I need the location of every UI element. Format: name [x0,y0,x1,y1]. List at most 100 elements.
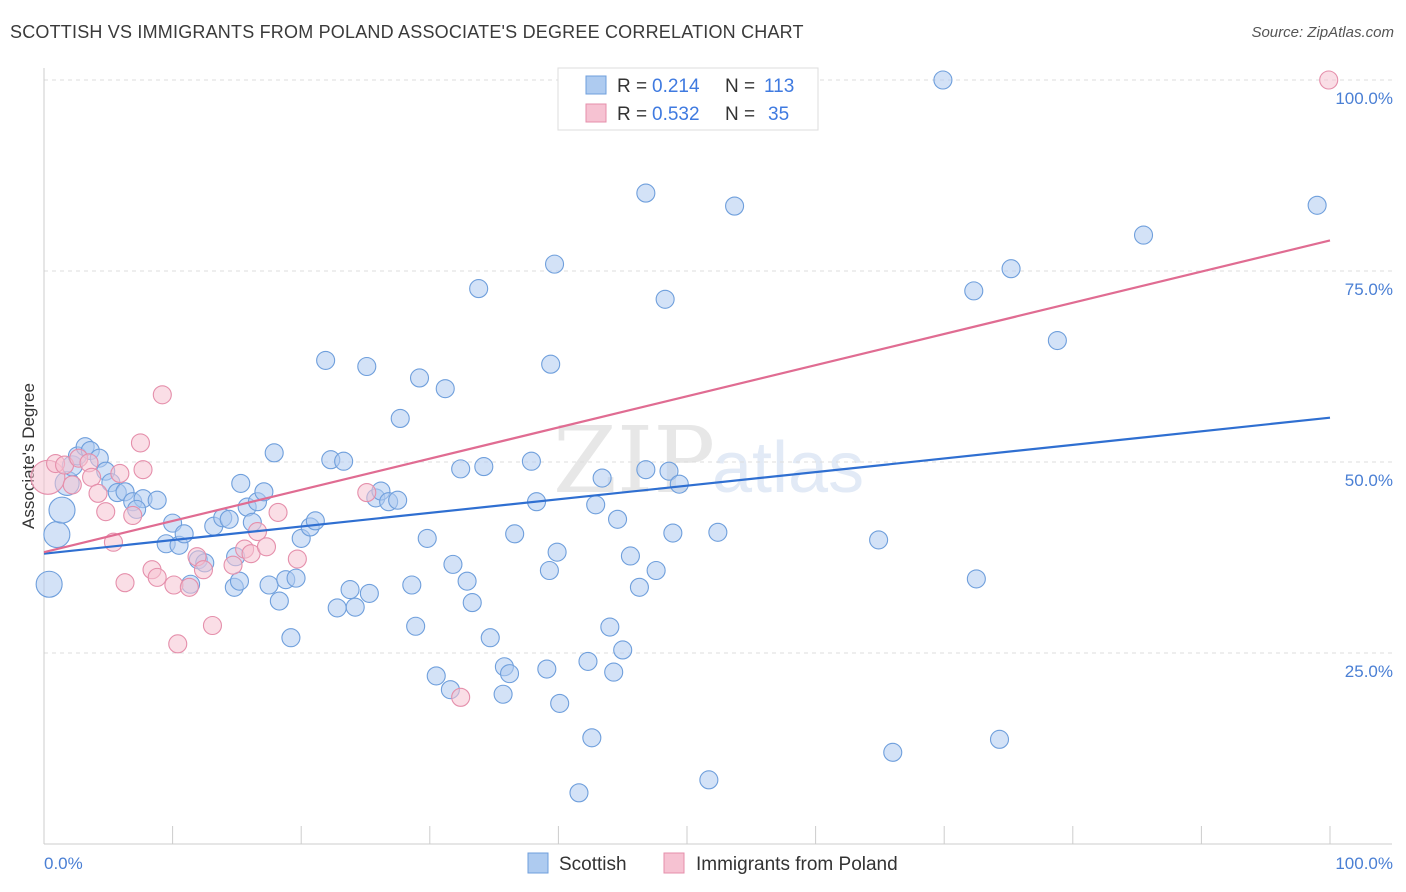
scottish-point-87 [592,468,612,488]
scottish-point-94 [636,460,656,480]
scottish-trend-line [43,416,1331,555]
scottish-point-109 [966,569,986,589]
scottish-point-91 [613,640,633,660]
legend-poland-swatch [663,852,685,874]
scottish-point-0 [35,570,63,598]
axes [43,68,1392,845]
scottish-point-34 [254,482,274,502]
poland-point-28 [256,537,277,557]
scottish-point-67 [462,593,482,613]
scottish-point-88 [600,617,620,637]
scottish-point-74 [505,524,525,544]
poland-point-20 [179,577,199,597]
scottish-point-60 [417,528,437,548]
scottish-point-57 [402,575,422,595]
y-tick-label-75: 75.0% [1345,280,1393,299]
y-tick-label-50: 50.0% [1345,471,1393,490]
y-axis-label: Associate's Degree [19,383,38,529]
poland-point-13 [130,433,150,453]
scottish-point-102 [708,522,728,542]
scottish-point-15 [147,490,167,510]
scottish-point-46 [327,598,347,618]
scottish-point-90 [608,509,628,529]
scottish-point-37 [269,591,289,611]
scottish-point-50 [357,356,377,377]
scottish-point-66 [457,571,477,591]
scottish-point-69 [474,457,494,477]
legend-n-value-2: 35 [768,104,789,125]
scottish-point-68 [469,279,489,299]
scottish-point-40 [286,568,306,588]
poland-point-31 [357,483,377,503]
stats-legend: R = 0.214 N = 113 R = 0.532 N = 35 [557,67,819,131]
scottish-point-83 [569,783,589,803]
scottish-point-103 [725,196,745,216]
poland-point-30 [287,549,307,569]
scottish-point-79 [541,354,561,374]
scottish-point-71 [493,684,513,704]
x-tick-label-max: 100.0% [1335,854,1393,873]
scottish-point-112 [1047,330,1067,351]
poland-points [30,70,1339,707]
scottish-point-26 [219,509,239,529]
scottish-point-49 [345,597,365,617]
scottish-point-113 [1133,225,1154,245]
scottish-point-75 [521,451,541,471]
scottish-point-73 [499,664,520,684]
scottish-point-97 [655,289,675,309]
legend-poland-label: Immigrants from Poland [696,854,898,875]
chart-title: SCOTTISH VS IMMIGRANTS FROM POLAND ASSOC… [10,22,804,42]
scottish-point-43 [305,511,325,531]
legend-r-label-1: R = [617,76,647,97]
poland-point-23 [202,615,223,636]
poland-point-14 [133,460,153,480]
poland-point-3 [62,475,82,495]
scottish-swatch [585,75,607,95]
scottish-point-29 [229,571,250,591]
scottish-point-64 [443,554,463,574]
scottish-point-55 [388,490,408,510]
legend-scottish-label: Scottish [559,854,627,875]
watermark-atlas: atlas [712,428,864,508]
scottish-point-77 [537,659,557,679]
scottish-point-84 [578,651,598,671]
series-legend: Scottish Immigrants from Poland [527,852,898,875]
scottish-point-51 [359,583,379,603]
scottish-point-105 [869,530,889,550]
scottish-point-70 [480,628,500,648]
source-credit: Source: ZipAtlas.com [1251,24,1394,41]
scottish-point-85 [582,728,602,748]
scottish-point-62 [435,379,455,399]
legend-r-value-2: 0.532 [652,104,700,125]
poland-point-16 [147,567,167,587]
scottish-point-61 [426,666,446,686]
scottish-point-39 [281,628,301,648]
scottish-point-80 [544,254,565,274]
scottish-point-101 [699,770,719,790]
poland-point-24 [223,555,243,575]
scottish-point-111 [1001,259,1021,279]
x-tick-marks [172,826,1331,844]
scottish-point-47 [334,451,354,471]
poland-point-10 [110,463,130,484]
poland-point-17 [152,385,172,405]
scottish-point-99 [663,523,683,543]
legend-n-value-1: 113 [764,76,794,97]
scottish-point-106 [883,742,903,762]
poland-point-22 [193,560,214,580]
legend-r-value-1: 0.214 [652,76,700,97]
poland-point-32 [451,687,471,707]
scottish-points [35,70,1327,803]
scottish-point-114 [1307,195,1327,215]
scottish-point-108 [964,281,984,301]
scottish-point-56 [390,408,410,429]
scottish-point-48 [340,580,360,600]
scottish-point-107 [933,70,953,90]
poland-point-33 [1319,70,1339,90]
poland-point-7 [88,483,108,503]
scottish-point-78 [539,560,559,581]
scottish-point-86 [586,495,606,515]
poland-point-12 [123,505,143,526]
scottish-point-95 [636,183,656,203]
